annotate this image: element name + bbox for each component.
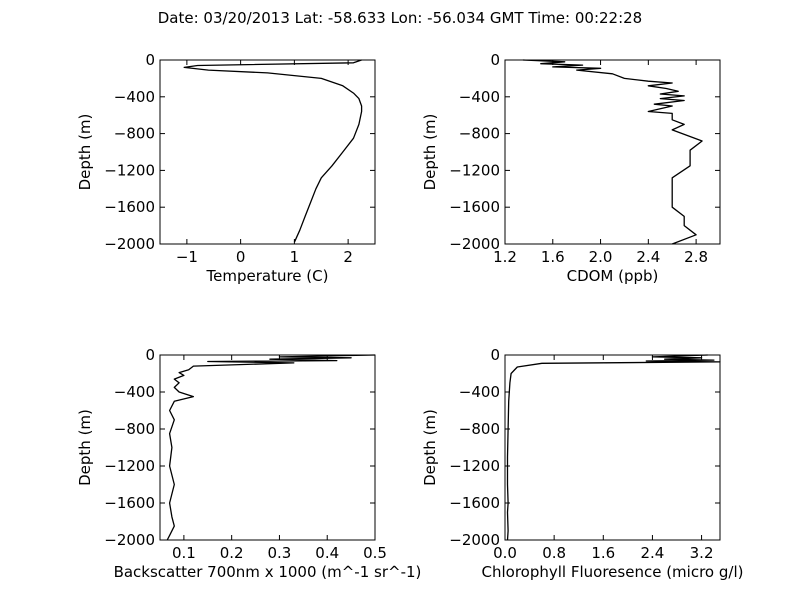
y-tick-label: −2000 bbox=[449, 235, 500, 253]
y-tick-label: −800 bbox=[114, 420, 155, 438]
x-tick-label: 2 bbox=[343, 248, 353, 266]
y-tick-label: −1200 bbox=[104, 457, 155, 475]
x-axis-label: CDOM (ppb) bbox=[567, 267, 659, 285]
x-tick-label: 1.6 bbox=[591, 544, 615, 562]
x-tick-label: 0.1 bbox=[172, 544, 196, 562]
x-tick-label: 2.4 bbox=[636, 248, 660, 266]
y-tick-label: 0 bbox=[490, 51, 500, 69]
y-tick-label: −800 bbox=[459, 420, 500, 438]
x-tick-label: 0.4 bbox=[315, 544, 339, 562]
x-tick-label: 0 bbox=[236, 248, 246, 266]
x-tick-label: 1.2 bbox=[493, 248, 517, 266]
plot-frame bbox=[159, 59, 376, 245]
y-tick-label: −400 bbox=[459, 383, 500, 401]
y-tick-label: −1200 bbox=[449, 161, 500, 179]
y-tick-label: −2000 bbox=[104, 531, 155, 549]
series-line bbox=[522, 59, 703, 245]
y-tick-label: 0 bbox=[145, 346, 155, 364]
y-tick-label: −1600 bbox=[104, 494, 155, 512]
y-tick-label: −1200 bbox=[449, 457, 500, 475]
series-line bbox=[506, 354, 721, 541]
chart-panel-1: −1 0 1 2 0 −400 −800 −1200 −1600 −2000 Temperature… bbox=[76, 51, 376, 285]
y-axis-label: Depth (m) bbox=[421, 409, 439, 486]
y-tick-label: −1600 bbox=[449, 494, 500, 512]
x-tick-label: 0.0 bbox=[493, 544, 517, 562]
x-tick-label: 0.5 bbox=[363, 544, 387, 562]
y-tick-label: −1600 bbox=[104, 198, 155, 216]
x-tick-label: 1 bbox=[290, 248, 300, 266]
y-tick-label: −800 bbox=[114, 125, 155, 143]
y-tick-label: 0 bbox=[490, 346, 500, 364]
x-tick-label: 0.8 bbox=[542, 544, 566, 562]
y-tick-label: −2000 bbox=[104, 235, 155, 253]
figure-title: Date: 03/20/2013 Lat: -58.633 Lon: -56.0… bbox=[158, 9, 642, 27]
y-tick-label: 0 bbox=[145, 51, 155, 69]
x-tick-label: 0.2 bbox=[220, 544, 244, 562]
y-tick-label: −800 bbox=[459, 125, 500, 143]
series-line bbox=[166, 354, 376, 541]
plot-frame bbox=[159, 354, 376, 541]
y-tick-label: −1200 bbox=[104, 161, 155, 179]
x-tick-label: 2.8 bbox=[684, 248, 708, 266]
plot-frame bbox=[504, 59, 721, 245]
y-tick-label: −1600 bbox=[449, 198, 500, 216]
series-line bbox=[183, 59, 363, 243]
chart-panel-2: 1.2 1.6 2.0 2.4 2.8 0 −400 −800 −1200 −1600 −2000 C… bbox=[421, 51, 721, 285]
plot-frame bbox=[504, 354, 721, 541]
x-tick-label: 1.6 bbox=[541, 248, 565, 266]
x-axis-label: Backscatter 700nm x 1000 (m^-1 sr^-1) bbox=[114, 563, 422, 581]
x-tick-label: 0.3 bbox=[268, 544, 292, 562]
y-tick-label: −400 bbox=[114, 383, 155, 401]
y-axis-label: Depth (m) bbox=[76, 409, 94, 486]
y-axis-label: Depth (m) bbox=[421, 114, 439, 191]
chart-panel-3: 0.1 0.2 0.3 0.4 0.5 0 −400 −800 −1200 −1600 −2000 B… bbox=[76, 346, 421, 581]
y-axis-label: Depth (m) bbox=[76, 114, 94, 191]
x-tick-label: −1 bbox=[176, 248, 198, 266]
y-tick-label: −400 bbox=[459, 88, 500, 106]
x-tick-label: 2.0 bbox=[589, 248, 613, 266]
y-tick-label: −400 bbox=[114, 88, 155, 106]
x-axis-label: Temperature (C) bbox=[206, 267, 329, 285]
chart-panel-4: 0.0 0.8 1.6 2.4 3.2 0 −400 −800 −1200 −1600 −2000 C… bbox=[421, 346, 743, 581]
x-tick-label: 3.2 bbox=[690, 544, 714, 562]
x-tick-label: 2.4 bbox=[640, 544, 664, 562]
y-tick-label: −2000 bbox=[449, 531, 500, 549]
x-axis-label: Chlorophyll Fluoresence (micro g/l) bbox=[482, 563, 744, 581]
